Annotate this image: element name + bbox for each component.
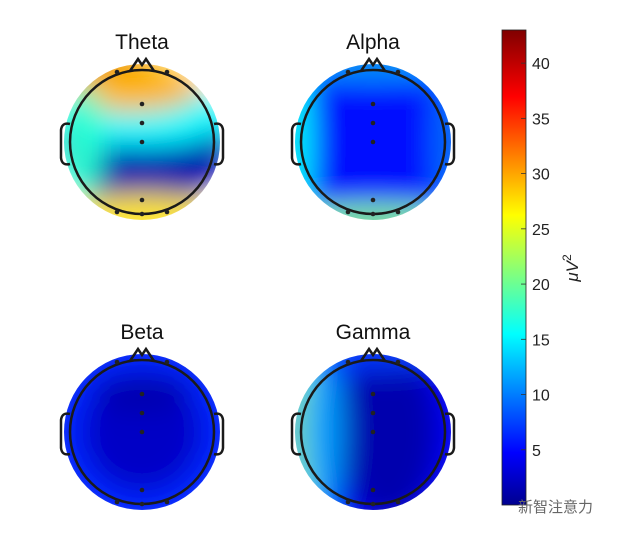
panel-title: Gamma [336, 321, 411, 344]
electrode-marker [164, 209, 170, 215]
colorbar-tick-label: 20 [532, 277, 550, 294]
electrode-marker [395, 499, 401, 505]
electrode-marker [139, 120, 145, 126]
field-region [295, 205, 451, 220]
left-ear-icon [59, 412, 71, 456]
electrode-marker [139, 391, 145, 397]
nose-icon [359, 346, 387, 362]
panel-title: Beta [120, 321, 164, 344]
electrode-marker [345, 499, 351, 505]
colorbar-label: μV2 [560, 254, 582, 283]
electrode-marker [139, 197, 145, 203]
electrode-marker [345, 359, 351, 365]
left-ear-icon [59, 122, 71, 166]
electrode-marker [139, 211, 145, 217]
electrode-marker [114, 359, 120, 365]
colorbar-tick-label: 5 [532, 443, 541, 460]
nose-icon [359, 56, 387, 72]
colorbar: 5 10 15 20 25 30 35 40 μV2 [501, 29, 582, 506]
electrode-marker [164, 69, 170, 75]
right-ear-icon [444, 412, 456, 456]
right-ear-icon [444, 122, 456, 166]
electrode-marker [114, 209, 120, 215]
right-ear-icon [213, 412, 225, 456]
colorbar-tick-label: 10 [532, 388, 550, 405]
field-region [303, 354, 343, 510]
electrode-marker [370, 501, 376, 507]
topomap-alpha: Alpha [290, 31, 456, 220]
electrode-marker [164, 359, 170, 365]
colorbar-tick-label: 25 [532, 222, 550, 239]
field-region [64, 82, 102, 202]
panel-title: Alpha [346, 31, 400, 54]
electrode-marker [395, 359, 401, 365]
electrode-marker [395, 209, 401, 215]
electrode-marker [139, 139, 145, 145]
watermark: 新智注意力 [518, 498, 594, 516]
nose-icon [128, 56, 156, 72]
electrode-marker [139, 429, 145, 435]
electrode-marker [345, 209, 351, 215]
electrode-marker [139, 101, 145, 107]
electrode-marker [139, 410, 145, 416]
electrode-marker [370, 391, 376, 397]
colorbar-tick-label: 35 [532, 111, 550, 128]
colorbar-tick-label: 15 [532, 332, 550, 349]
right-ear-icon [213, 122, 225, 166]
electrode-marker [370, 211, 376, 217]
electrode-marker [395, 69, 401, 75]
electrode-marker [114, 69, 120, 75]
colorbar-tick-label: 30 [532, 167, 550, 184]
electrode-marker [370, 139, 376, 145]
topomap-gamma: Gamma [290, 321, 456, 510]
electrode-marker [114, 499, 120, 505]
electrode-marker [370, 197, 376, 203]
electrode-marker [370, 101, 376, 107]
electrode-marker [164, 499, 170, 505]
topomap-theta: Theta [59, 31, 225, 220]
panel-title: Theta [115, 31, 169, 54]
electrode-marker [370, 410, 376, 416]
electrode-marker [370, 487, 376, 493]
electrode-marker [139, 487, 145, 493]
nose-icon [128, 346, 156, 362]
field-region [338, 354, 438, 510]
electrode-marker [370, 120, 376, 126]
left-ear-icon [290, 412, 302, 456]
field-region [295, 64, 312, 220]
left-ear-icon [290, 122, 302, 166]
electrode-marker [345, 69, 351, 75]
colorbar-gradient [501, 29, 527, 506]
topomap-beta: Beta [59, 321, 225, 510]
colorbar-tick-label: 40 [532, 56, 550, 73]
electrode-marker [139, 501, 145, 507]
field-region [434, 64, 451, 220]
electrode-marker [370, 429, 376, 435]
